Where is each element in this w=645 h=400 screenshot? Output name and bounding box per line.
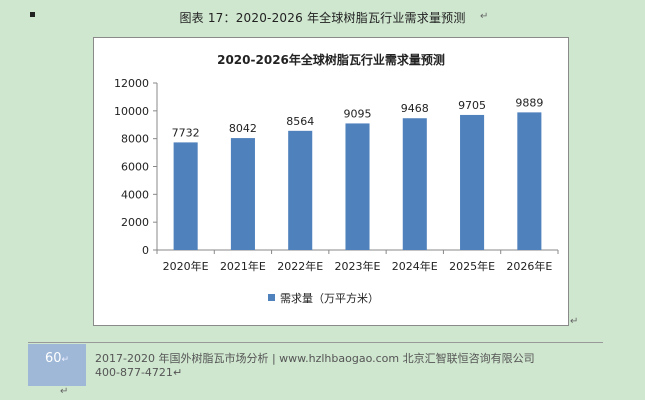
legend-label: 需求量（万平方米） [280,291,379,305]
bar [517,112,542,250]
paragraph-mark: ↵ [61,355,70,365]
paragraph-mark: ↵ [570,316,579,327]
data-label: 9095 [344,107,372,120]
data-label: 8042 [229,122,257,135]
data-label: 8564 [286,115,314,128]
x-tick-label: 2026年E [506,259,552,273]
x-tick-label: 2021年E [220,259,266,273]
footer-publisher-line: 2017-2020 年国外树脂瓦市场分析 | www.hzlhbaogao.co… [95,352,535,365]
x-tick-label: 2022年E [277,259,323,273]
page-number-text: 60 [44,351,62,366]
x-tick-label: 2020年E [163,259,209,273]
list-bullet [30,12,35,17]
paragraph-mark: ↵ [480,11,489,22]
chart-container: 2020-2026年全球树脂瓦行业需求量预测 0 2000 4000 6000 8000 1… [93,37,569,326]
bar [288,130,313,250]
figure-caption: 图表 17：2020-2026 年全球树脂瓦行业需求量预测 [179,11,466,25]
bar-chart: 2020-2026年全球树脂瓦行业需求量预测 0 2000 4000 6000 8000 1… [114,52,559,305]
data-label: 9468 [401,102,429,115]
y-tick-label: 10000 [114,105,149,118]
data-label: 9889 [515,96,543,109]
footer-phone: 400-877-4721 [95,366,173,379]
x-tick-label: 2025年E [449,259,495,273]
y-tick-label: 8000 [121,133,149,146]
x-tick-label: 2023年E [335,259,381,273]
bar [173,142,198,250]
y-tick-label: 6000 [121,161,149,174]
y-tick-label: 12000 [114,77,149,90]
data-label: 7732 [172,126,200,139]
paragraph-mark: ↵ [60,386,69,397]
x-tick-label: 2024年E [392,259,438,273]
y-tick-label: 4000 [121,188,149,201]
y-tick-label: 2000 [121,216,149,229]
page-number: 60↵ [28,344,86,386]
paragraph-mark: ↵ [172,366,183,379]
y-tick-label: 0 [142,244,149,257]
data-label: 9705 [458,99,486,112]
legend-swatch [268,294,275,301]
bar [402,118,427,250]
chart-title: 2020-2026年全球树脂瓦行业需求量预测 [217,52,445,67]
footer-divider [28,342,603,343]
bar [230,138,255,250]
bar [460,114,485,250]
bar [345,123,370,250]
footer-phone-line: 400-877-4721↵ [95,366,182,379]
